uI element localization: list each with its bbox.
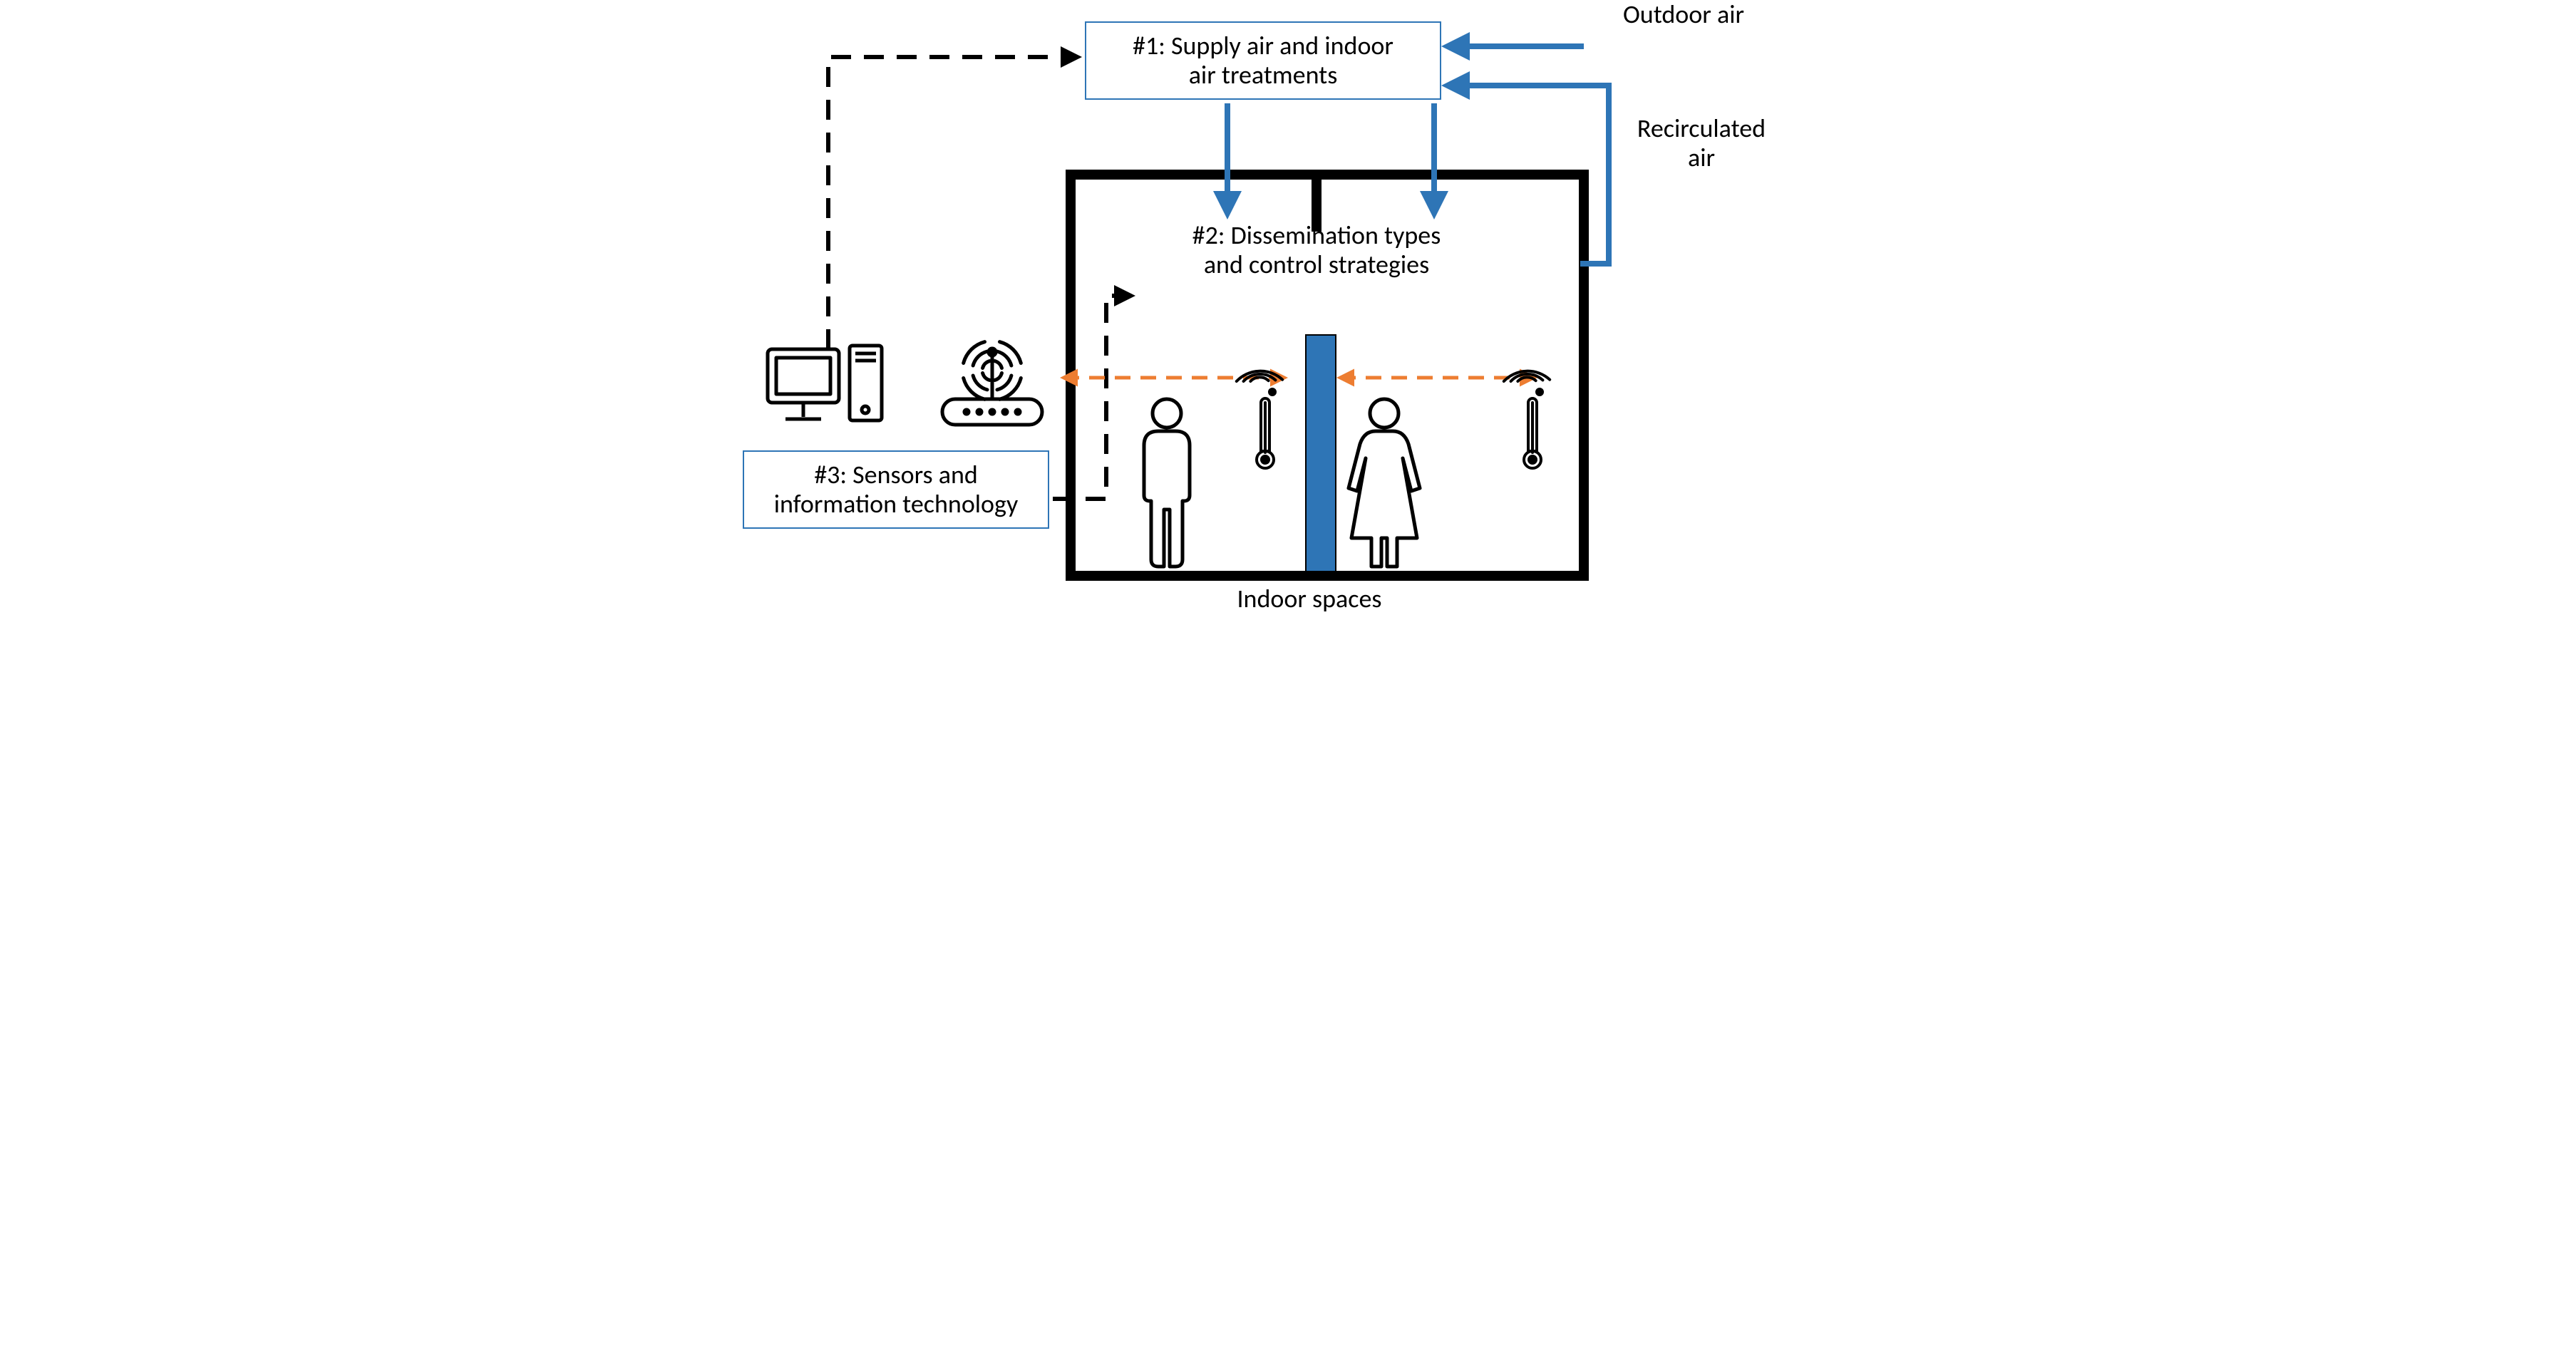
box-sensors-it: #3: Sensors andinformation technology (743, 450, 1049, 529)
label-indoor-spaces-text: Indoor spaces (1237, 583, 1381, 614)
label-outdoor-air-text: Outdoor air (1623, 0, 1744, 30)
label-outdoor-air: Outdoor air (1591, 0, 1776, 29)
diagram-stage: #1: Supply air and indoorair treatments … (728, 0, 1848, 627)
label-recirculated-air-text: Recirculatedair (1637, 113, 1766, 173)
box-supply-air-text: #1: Supply air and indoorair treatments (1133, 31, 1393, 91)
label-indoor-spaces: Indoor spaces (1185, 584, 1434, 614)
box-sensors-it-text: #3: Sensors andinformation technology (774, 460, 1019, 520)
label-dissemination: #2: Dissemination typesand control strat… (1131, 221, 1502, 280)
box-supply-air: #1: Supply air and indoorair treatments (1085, 21, 1441, 100)
label-dissemination-text: #2: Dissemination typesand control strat… (1192, 219, 1441, 280)
label-recirculated-air: Recirculatedair (1609, 114, 1794, 173)
